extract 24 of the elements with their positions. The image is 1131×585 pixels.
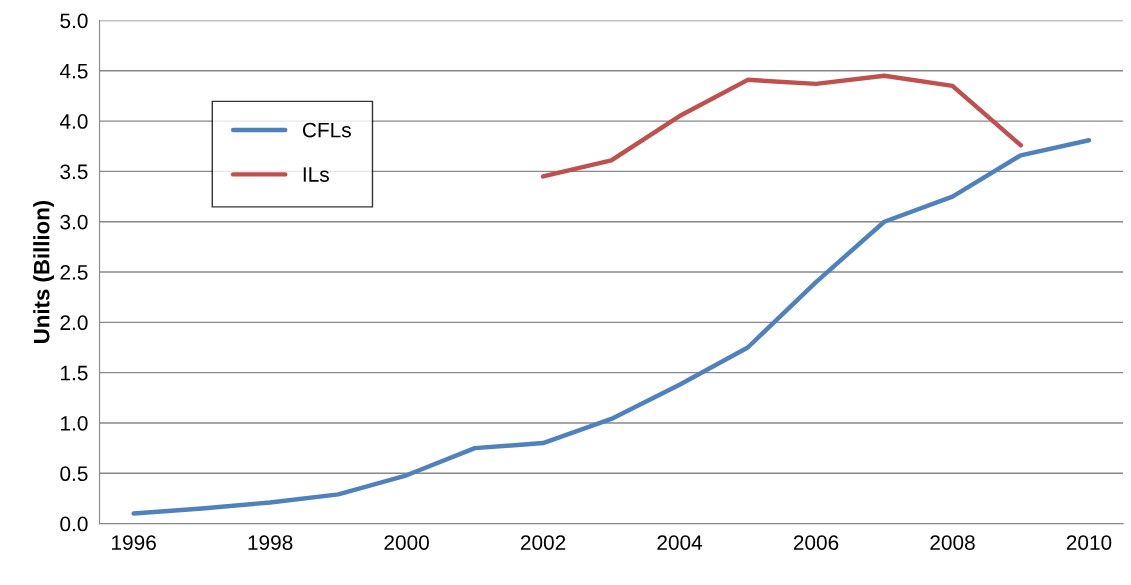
x-tick-label: 2008 xyxy=(930,535,975,550)
y-tick-label: 1.5 xyxy=(61,365,88,381)
y-tick-label: 3.5 xyxy=(60,164,88,180)
y-tick-label: 3.0 xyxy=(60,214,88,230)
x-tick-label: 2004 xyxy=(657,535,703,550)
y-tick-label: 2.5 xyxy=(60,265,88,280)
y-axis-title: Units (Billion) xyxy=(33,200,54,343)
x-tick-label: 2000 xyxy=(384,535,429,550)
line-series xyxy=(540,73,1023,179)
x-tick-label: 2002 xyxy=(520,535,566,550)
y-tick-label: 2.0 xyxy=(60,315,88,331)
y-tick-label: 4.5 xyxy=(59,64,88,79)
y-tick-label: 5.0 xyxy=(60,13,88,29)
x-tick-label: 1998 xyxy=(248,535,293,550)
x-tick-label: 1996 xyxy=(112,535,156,550)
y-tick-label: 4.0 xyxy=(59,114,88,129)
x-tick-label: 2010 xyxy=(1066,535,1112,550)
y-tick-label: 1.0 xyxy=(61,415,88,431)
y-tick-label: 0.5 xyxy=(60,466,88,482)
y-tick-label: 0.0 xyxy=(60,516,88,532)
x-tick-label: 2006 xyxy=(793,535,839,550)
line-series xyxy=(131,137,1092,516)
legend-label: CFLs xyxy=(302,122,351,138)
legend-label: ILs xyxy=(303,167,329,182)
